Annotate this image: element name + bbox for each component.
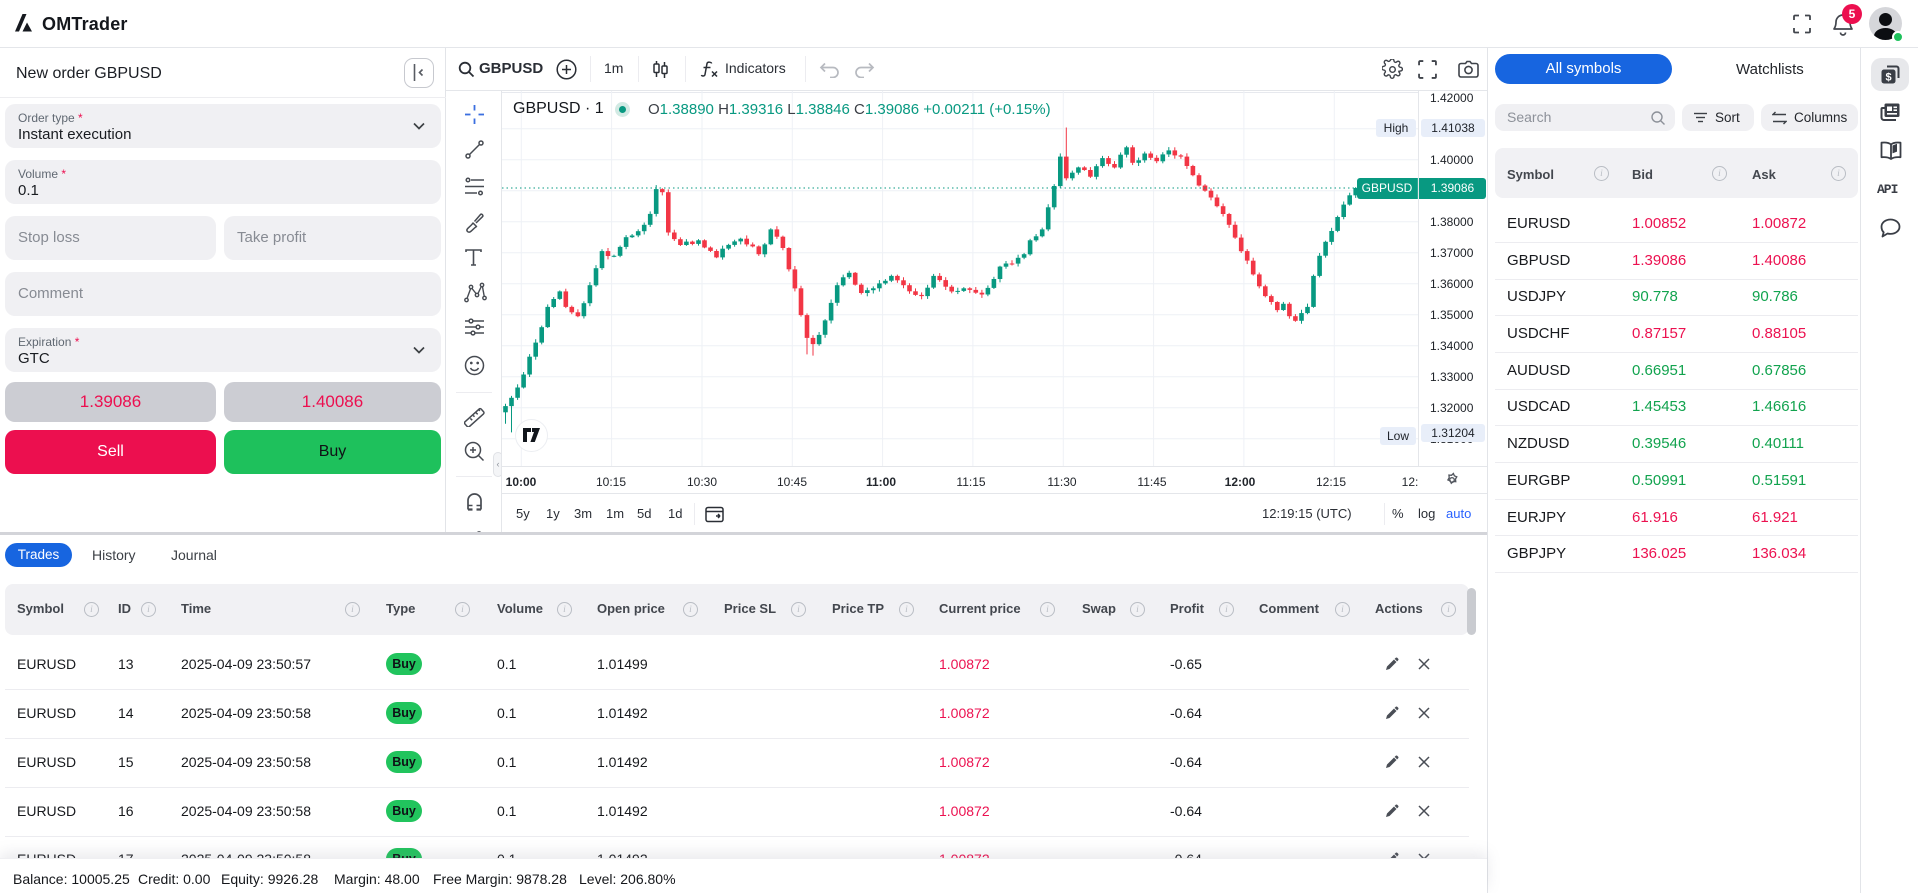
svg-text:$: $ (1885, 72, 1891, 84)
